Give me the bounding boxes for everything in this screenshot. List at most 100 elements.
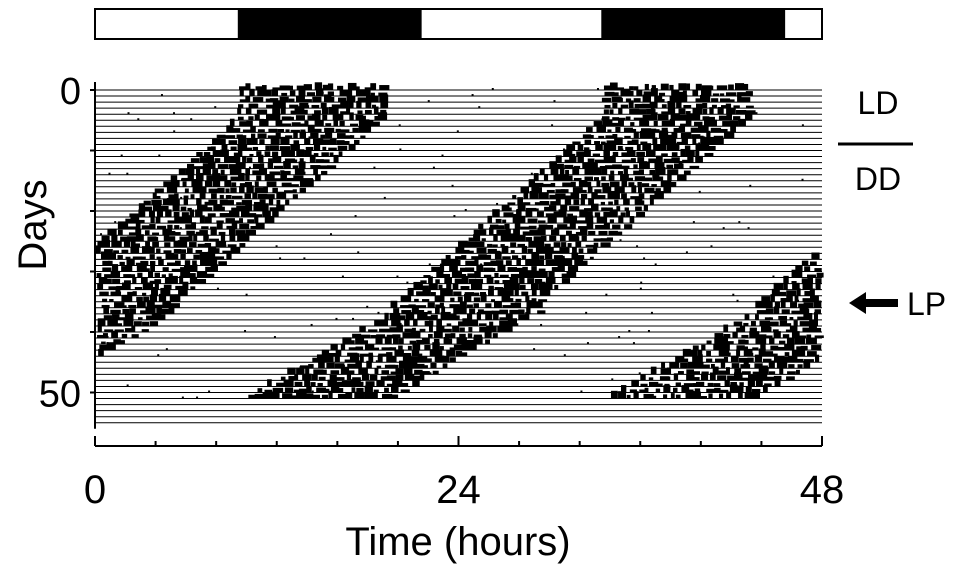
activity-bout [609,82,618,90]
activity-bout [747,352,754,357]
activity-bout [530,172,533,175]
activity-bout [738,339,746,345]
activity-bout [738,221,741,224]
activity-bout [107,260,113,266]
activity-bout [310,323,313,326]
activity-bout [807,351,817,357]
activity-bout [239,183,249,187]
activity-bout [814,309,821,314]
activity-bout [737,94,742,103]
activity-bout [585,311,588,314]
activity-bout [246,120,253,127]
activity-bout [643,257,646,260]
activity-bout [743,83,749,90]
activity-bout [269,98,279,103]
activity-bout [204,207,213,211]
activity-bout [640,141,648,145]
activity-bout [799,321,811,326]
activity-bout [499,309,509,314]
activity-bout [550,168,559,175]
activity-bout [218,244,227,248]
activity-bout [774,301,780,308]
x-axis-label: Time (hours) [345,520,570,564]
activity-bout [450,333,456,339]
activity-bout [424,344,431,351]
activity-bout [601,219,606,224]
activity-bout [135,243,141,248]
activity-bout [165,348,168,351]
activity-bout [195,209,203,218]
activity-bout [586,221,594,230]
activity-bout [802,283,811,290]
activity-bout [239,89,244,97]
activity-bout [617,231,623,236]
activity-bout [564,159,573,163]
activity-bout [315,174,321,181]
activity-bout [98,277,108,284]
activity-bout [712,366,719,375]
activity-bout [803,312,813,320]
activity-bout [577,255,585,260]
activity-bout [212,138,221,145]
activity-bout [541,196,544,199]
activity-bout [666,367,671,375]
activity-bout [443,356,450,363]
activity-bout [754,363,763,369]
activity-bout [764,317,772,320]
activity-bout [768,360,775,369]
activity-bout [539,255,545,260]
activity-bout [346,96,356,103]
activity-bout [443,328,452,332]
activity-bout [265,114,277,121]
activity-bout [545,213,555,218]
activity-bout [334,354,340,363]
activity-bout [357,381,364,387]
activity-bout [275,132,281,139]
activity-bout [369,347,380,351]
activity-bout [562,182,572,187]
activity-bout [776,361,788,369]
activity-bout [304,378,307,381]
activity-bout [359,354,364,363]
activity-bout [571,252,579,260]
activity-bout [121,294,131,302]
activity-bout [448,258,459,266]
activity-bout [660,138,671,145]
activity-bout [368,352,373,357]
activity-bout [725,92,737,97]
activity-bout [259,118,265,127]
activity-bout [389,312,401,320]
activity-bout [565,175,573,181]
activity-bout [121,333,128,339]
activity-bout [390,371,397,375]
activity-bout [311,390,314,393]
activity-bout [504,223,510,230]
activity-bout [180,253,186,260]
activity-bout [504,290,514,296]
activity-bout [682,159,690,163]
activity-bout [682,348,691,357]
activity-bout [97,318,106,326]
activity-bout [199,251,209,260]
activity-bout [282,196,287,199]
activity-bout [440,295,445,302]
activity-bout [126,258,135,266]
activity-bout [766,327,772,332]
activity-bout [756,360,759,363]
activity-bout [649,102,658,109]
activity-bout [416,339,427,345]
activity-bout [289,395,300,399]
activity-bout [633,170,643,175]
activity-bout [584,149,591,157]
activity-bout [595,195,606,199]
activity-bout [135,221,141,230]
activity-bout [179,227,182,230]
activity-bout [346,340,355,345]
activity-bout [595,224,605,230]
activity-bout [671,90,680,97]
activity-bout [586,342,589,345]
activity-bout [651,154,656,157]
activity-bout [187,207,192,211]
activity-bout [135,234,144,242]
activity-bout [522,231,532,236]
